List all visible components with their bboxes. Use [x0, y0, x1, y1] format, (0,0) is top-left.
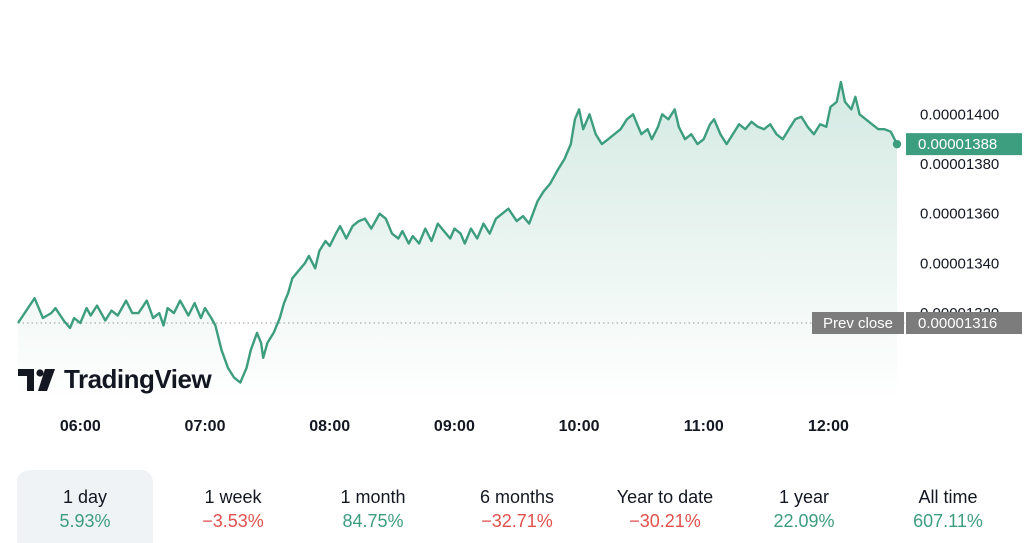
period-label: All time: [918, 486, 978, 507]
period-change-value: 84.75%: [342, 510, 404, 531]
y-tick-label: 0.00001380: [920, 156, 999, 173]
period-label: 1 year: [778, 486, 830, 507]
period-label: 1 day: [62, 486, 108, 507]
current-price-label: 0.00001388: [918, 136, 997, 153]
prev-close-badge: [812, 311, 904, 334]
period-change-value: −30.21%: [629, 510, 701, 531]
period-change-value: 5.93%: [59, 510, 111, 531]
tradingview-mark-icon: [18, 368, 55, 391]
x-tick-label: 08:00: [309, 418, 350, 435]
period-tab-1-week[interactable]: 1 week −3.53%: [153, 470, 313, 543]
price-line: [17, 80, 899, 384]
period-change-value: 22.09%: [773, 510, 835, 531]
price-area: [18, 82, 897, 400]
period-tab-all-time[interactable]: All time 607.11%: [879, 470, 1017, 543]
period-label: Year to date: [616, 486, 714, 507]
prev-close-value-label: 0.00001316: [918, 315, 997, 332]
period-selector: 1 day 5.93% 1 week −3.53% 1 month 84.75% 6 mon…: [17, 470, 1017, 543]
x-tick-label: 07:00: [185, 418, 226, 435]
prev-close-value-tag: [906, 311, 1022, 334]
y-tick-label: 0.00001340: [920, 255, 999, 272]
y-tick-label: 0.00001360: [920, 206, 999, 223]
x-tick-label: 06:00: [60, 418, 101, 435]
price-chart[interactable]: 0.00001400 0.00001380 0.00001360 0.00001340…: [0, 0, 1024, 460]
period-tab-1-year[interactable]: 1 year 22.09%: [729, 470, 879, 543]
period-change-value: −32.71%: [481, 510, 553, 531]
last-price-dot: [892, 139, 902, 149]
period-label: 1 month: [340, 486, 406, 507]
tradingview-logo[interactable]: TradingView: [18, 364, 212, 395]
period-tab-1-day[interactable]: 1 day 5.93%: [17, 470, 153, 543]
prev-close-text: Prev close: [823, 315, 893, 332]
period-tab-6-months[interactable]: 6 months −32.71%: [433, 470, 601, 543]
period-tab-1-month[interactable]: 1 month 84.75%: [313, 470, 433, 543]
period-label: 6 months: [479, 486, 555, 507]
period-tab-year-to-date[interactable]: Year to date −30.21%: [601, 470, 729, 543]
x-tick-label: 09:00: [434, 418, 475, 435]
period-label: 1 week: [204, 486, 262, 507]
chart-svg[interactable]: 0.00001400 0.00001380 0.00001360 0.00001340…: [0, 0, 1024, 460]
y-tick-label: 0.00001400: [920, 106, 999, 123]
current-price-tag: [906, 133, 1022, 156]
logo-text: TradingView: [64, 364, 212, 394]
period-change-value: −3.53%: [202, 510, 264, 531]
x-tick-label: 11:00: [684, 418, 724, 435]
x-tick-label: 10:00: [559, 418, 600, 435]
x-tick-label: 12:00: [808, 418, 849, 435]
period-change-value: 607.11%: [913, 510, 983, 531]
